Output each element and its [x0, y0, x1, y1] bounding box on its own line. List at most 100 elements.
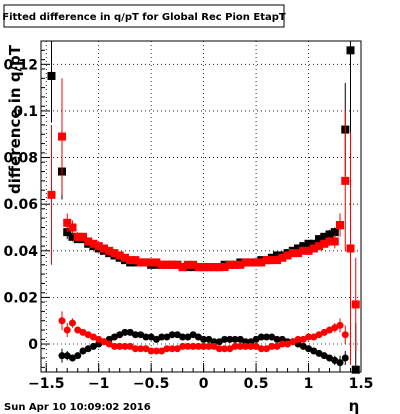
data-point: [189, 260, 198, 269]
data-point: [304, 239, 313, 248]
data-point: [126, 328, 134, 336]
data-point: [246, 258, 255, 267]
data-point: [215, 345, 223, 353]
data-point: [241, 258, 250, 267]
data-point: [168, 331, 176, 339]
x-axis-title: η: [349, 397, 360, 414]
data-point: [152, 335, 160, 343]
data-point: [110, 249, 119, 258]
data-point: [200, 342, 208, 350]
grid: [41, 41, 361, 372]
data-point: [131, 256, 140, 265]
x-tick-label: −1: [88, 376, 109, 392]
data-point: [278, 340, 286, 348]
data-point: [68, 232, 77, 241]
x-tick-label: 1.5: [349, 376, 374, 392]
data-point: [320, 232, 329, 241]
data-point: [294, 244, 303, 253]
data-point: [273, 335, 281, 343]
data-point: [309, 239, 318, 248]
data-point: [226, 345, 234, 353]
data-point: [273, 256, 282, 265]
data-point: [105, 246, 114, 255]
data-point: [147, 333, 155, 341]
y-tick-label: 0: [28, 337, 38, 353]
data-point: [189, 331, 197, 339]
data-point: [126, 256, 135, 265]
data-point: [168, 345, 176, 353]
data-point: [68, 223, 77, 232]
data-point: [95, 335, 103, 343]
data-point: [236, 260, 245, 269]
data-point: [136, 258, 145, 267]
data-point: [299, 242, 308, 251]
data-point: [268, 342, 276, 350]
data-point: [331, 324, 339, 332]
data-point: [221, 345, 229, 353]
data-point: [194, 333, 202, 341]
data-point: [131, 331, 139, 339]
x-tick-label: −0.5: [133, 376, 170, 392]
data-point: [330, 237, 339, 246]
data-point: [210, 342, 218, 350]
data-point: [289, 338, 297, 346]
timestamp: Sun Apr 10 10:09:02 2016: [4, 402, 151, 413]
y-tick-label: 0.1: [13, 104, 38, 120]
x-tick-label: −1.5: [28, 376, 65, 392]
data-point: [336, 359, 344, 367]
data-point: [63, 326, 71, 334]
data-point: [163, 345, 171, 353]
data-point: [58, 317, 66, 325]
data-point: [184, 333, 192, 341]
data-point: [247, 342, 255, 350]
data-point: [99, 244, 108, 253]
y-tick-label: 0.12: [3, 57, 38, 73]
data-point: [215, 263, 224, 272]
data-point: [89, 342, 97, 350]
x-tick-label: 1: [304, 376, 314, 392]
y-tick-label: 0.04: [3, 244, 38, 260]
data-point: [179, 342, 187, 350]
data-point: [141, 258, 150, 267]
data-point: [131, 345, 139, 353]
data-point: [310, 347, 318, 355]
data-point: [184, 342, 192, 350]
data-point: [162, 260, 171, 269]
data-point: [331, 356, 339, 364]
data-point: [315, 349, 323, 357]
data-point: [115, 251, 124, 260]
data-point: [215, 338, 223, 346]
data-point: [242, 342, 250, 350]
data-point: [183, 260, 192, 269]
data-point: [299, 342, 307, 350]
data-point: [57, 132, 66, 141]
data-point: [142, 333, 150, 341]
data-point: [309, 244, 318, 253]
data-point: [110, 342, 118, 350]
data-point: [320, 239, 329, 248]
data-point: [336, 321, 344, 329]
data-point: [74, 352, 82, 360]
y-tick-labels: 0 0.02 0.04 0.06 0.08 0.1 0.12: [3, 57, 38, 353]
data-point: [320, 352, 328, 360]
data-point: [121, 328, 129, 336]
data-point: [157, 260, 166, 269]
data-point: [305, 345, 313, 353]
data-point: [194, 342, 202, 350]
data-point: [341, 354, 349, 362]
data-point: [84, 345, 92, 353]
data-point: [315, 235, 324, 244]
data-point: [137, 331, 145, 339]
chart-title-box: [3, 4, 285, 28]
data-point: [210, 263, 219, 272]
data-point: [147, 347, 155, 355]
data-point: [173, 260, 182, 269]
data-point: [63, 352, 71, 360]
data-point: [73, 232, 82, 241]
data-point: [257, 345, 265, 353]
data-point: [225, 260, 234, 269]
data-point: [158, 333, 166, 341]
data-point: [236, 335, 244, 343]
data-point: [252, 258, 261, 267]
